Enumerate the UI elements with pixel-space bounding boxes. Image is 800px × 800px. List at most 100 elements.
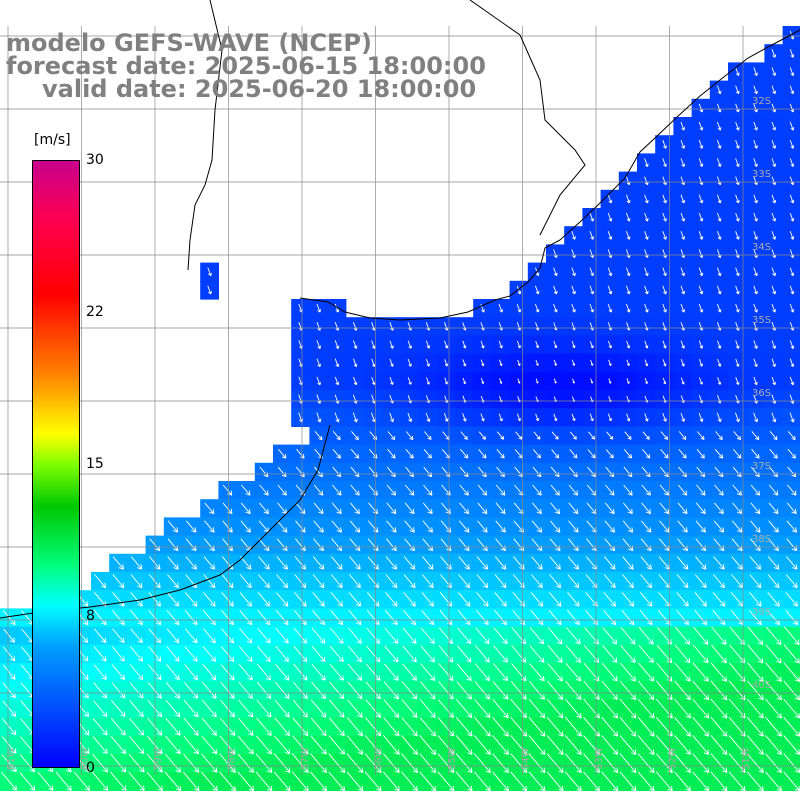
wind-arrow	[239, 610, 253, 625]
wind-arrow	[783, 644, 800, 664]
wind-arrow-head	[300, 527, 306, 533]
wind-arrow	[659, 502, 670, 514]
wind-arrow	[546, 716, 564, 737]
wind-arrow	[658, 592, 671, 607]
wind-arrow-head	[644, 163, 649, 167]
wind-arrow-head	[410, 601, 416, 607]
wind-arrow-head	[773, 454, 778, 459]
wind-arrow	[716, 249, 721, 258]
wind-arrow	[528, 753, 546, 773]
wind-arrow-head	[230, 767, 236, 773]
wind-arrow-head	[138, 693, 144, 699]
wind-arrow	[444, 377, 448, 385]
wind-arrow-head	[649, 767, 655, 774]
wind-arrow-head	[192, 674, 199, 681]
wind-arrow-head	[758, 731, 764, 737]
wind-arrow-head	[626, 199, 631, 204]
wind-arrow	[789, 49, 794, 58]
wind-arrow-head	[229, 674, 235, 681]
wind-arrow-head	[409, 508, 415, 515]
wind-arrow	[588, 431, 595, 440]
wind-arrow	[716, 158, 721, 167]
wind-arrow-head	[391, 527, 397, 533]
wind-arrow	[698, 395, 703, 404]
wind-arrow	[258, 520, 270, 533]
wind-arrow	[622, 538, 634, 551]
wind-arrow-head	[210, 601, 216, 607]
wind-arrow-head	[426, 400, 431, 404]
wind-arrow	[441, 466, 451, 477]
wind-arrow	[110, 753, 127, 773]
wind-arrow	[312, 610, 325, 625]
wind-arrow-head	[264, 564, 270, 570]
wind-cell	[782, 244, 800, 264]
wind-arrow	[184, 592, 198, 607]
wind-arrow	[732, 466, 742, 477]
wind-arrow	[334, 303, 339, 313]
wind-arrow	[728, 680, 746, 701]
wind-arrow-head	[372, 472, 378, 478]
wind-arrow	[456, 645, 472, 663]
wind-arrow-head	[700, 545, 707, 552]
wind-arrow	[130, 646, 143, 662]
wind-arrow	[182, 771, 200, 792]
wind-arrow	[710, 716, 728, 737]
wind-arrow	[728, 662, 746, 682]
wind-arrow-head	[682, 508, 688, 515]
wind-arrow	[789, 158, 794, 167]
wind-arrow	[480, 322, 485, 331]
wind-arrow	[420, 663, 436, 681]
wind-arrow-head	[735, 272, 740, 277]
wind-arrow-head	[776, 639, 782, 645]
wind-arrow-head	[612, 694, 618, 700]
wind-arrow-head	[758, 676, 764, 682]
wind-arrow	[455, 771, 473, 792]
wind-arrow	[311, 627, 326, 644]
wind-arrow-head	[391, 472, 396, 478]
wind-arrow-head	[735, 418, 740, 423]
wind-arrow-head	[755, 435, 760, 441]
wind-arrow-head	[408, 345, 412, 349]
wind-arrow-head	[554, 454, 560, 459]
wind-arrow-head	[428, 601, 434, 607]
wind-arrow	[444, 340, 448, 349]
wind-cell	[782, 226, 800, 245]
wind-arrow-head	[318, 527, 324, 533]
wind-arrow-head	[317, 418, 322, 423]
wind-arrow	[604, 556, 616, 570]
wind-arrow	[421, 574, 434, 588]
wind-cell	[782, 317, 800, 336]
wind-arrow	[184, 682, 199, 699]
wind-arrow	[547, 680, 564, 700]
wind-arrow-head	[630, 657, 636, 664]
wind-arrow	[492, 663, 509, 681]
wind-arrow	[768, 502, 779, 514]
wind-arrow-head	[754, 90, 758, 95]
wind-arrow-head	[717, 108, 722, 113]
wind-arrow-head	[758, 694, 764, 701]
wind-arrow	[607, 285, 612, 295]
wind-arrow-head	[703, 676, 709, 682]
wind-arrow-head	[535, 290, 540, 295]
wind-arrow	[350, 448, 360, 459]
wind-arrow	[698, 267, 703, 276]
wind-arrow-head	[557, 638, 563, 645]
wind-arrow	[753, 358, 758, 367]
wind-arrow-head	[284, 712, 290, 718]
wind-arrow-head	[482, 454, 487, 459]
wind-arrow	[386, 520, 397, 533]
wind-arrow	[677, 520, 688, 533]
wind-arrow-head	[535, 345, 540, 349]
wind-arrow	[658, 574, 671, 588]
lon-label: 60W	[80, 747, 91, 770]
wind-arrow	[641, 466, 651, 477]
wind-arrow	[476, 574, 489, 588]
wind-arrow	[407, 377, 412, 385]
wind-arrow-head	[609, 545, 616, 552]
wind-arrow	[625, 267, 630, 276]
wind-arrow-head	[609, 508, 615, 515]
wind-arrow-head	[645, 363, 649, 367]
wind-arrow	[619, 698, 637, 719]
wind-arrow	[277, 502, 287, 514]
wind-arrow	[771, 103, 776, 113]
